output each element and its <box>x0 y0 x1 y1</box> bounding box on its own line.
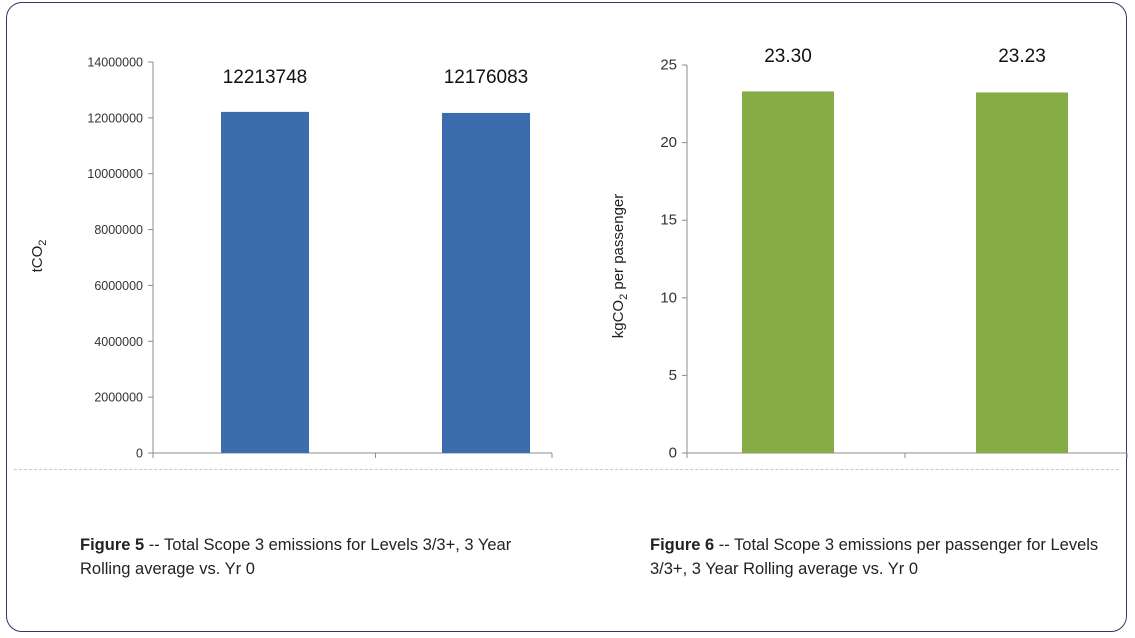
y-tick-label: 6000000 <box>94 279 143 293</box>
figure-frame <box>6 2 1127 632</box>
chart-figure-5: 0 2000000 4000000 6000000 8000000 10000000 120… <box>29 56 553 470</box>
bar-2 <box>976 92 1068 453</box>
caption-figure-6: Figure 6 -- Total Scope 3 emissions per … <box>650 533 1120 581</box>
y-tick-label: 15 <box>660 212 677 229</box>
y-tick-label: 2000000 <box>94 391 143 405</box>
y-tick-label: 10000000 <box>87 167 143 181</box>
y-axis-title: tCO2 <box>29 240 49 273</box>
bar-value-label: 23.23 <box>998 46 1046 67</box>
divider-line <box>14 469 1119 470</box>
y-tick-label: 0 <box>136 447 143 461</box>
y-tick-label: 0 <box>669 445 677 462</box>
bar-1 <box>742 91 834 453</box>
y-tick-label: 5 <box>669 367 677 384</box>
y-tick-label: 20 <box>660 134 677 151</box>
bar-value-label: 12213748 <box>223 67 308 88</box>
caption-figure-5: Figure 5 -- Total Scope 3 emissions for … <box>80 533 540 581</box>
caption-figure-6-text: -- Total Scope 3 emissions per passenger… <box>650 536 1099 578</box>
y-tick-label: 12000000 <box>87 111 143 125</box>
y-tick-label: 25 <box>660 57 677 74</box>
y-tick-label: 10 <box>660 289 677 306</box>
caption-figure-5-text: -- Total Scope 3 emissions for Levels 3/… <box>80 536 512 578</box>
y-tick-label: 8000000 <box>94 223 143 237</box>
y-axis-title: kgCO2 per passenger <box>610 194 630 339</box>
bar-value-label: 23.30 <box>764 46 812 67</box>
y-tick-label: 4000000 <box>94 335 143 349</box>
caption-figure-5-label: Figure 5 <box>80 536 145 554</box>
bar-2 <box>442 112 530 454</box>
y-tick-label: 14000000 <box>87 56 143 70</box>
bar-value-label: 12176083 <box>444 67 529 88</box>
caption-figure-6-label: Figure 6 <box>650 536 715 554</box>
bar-1 <box>221 111 309 454</box>
